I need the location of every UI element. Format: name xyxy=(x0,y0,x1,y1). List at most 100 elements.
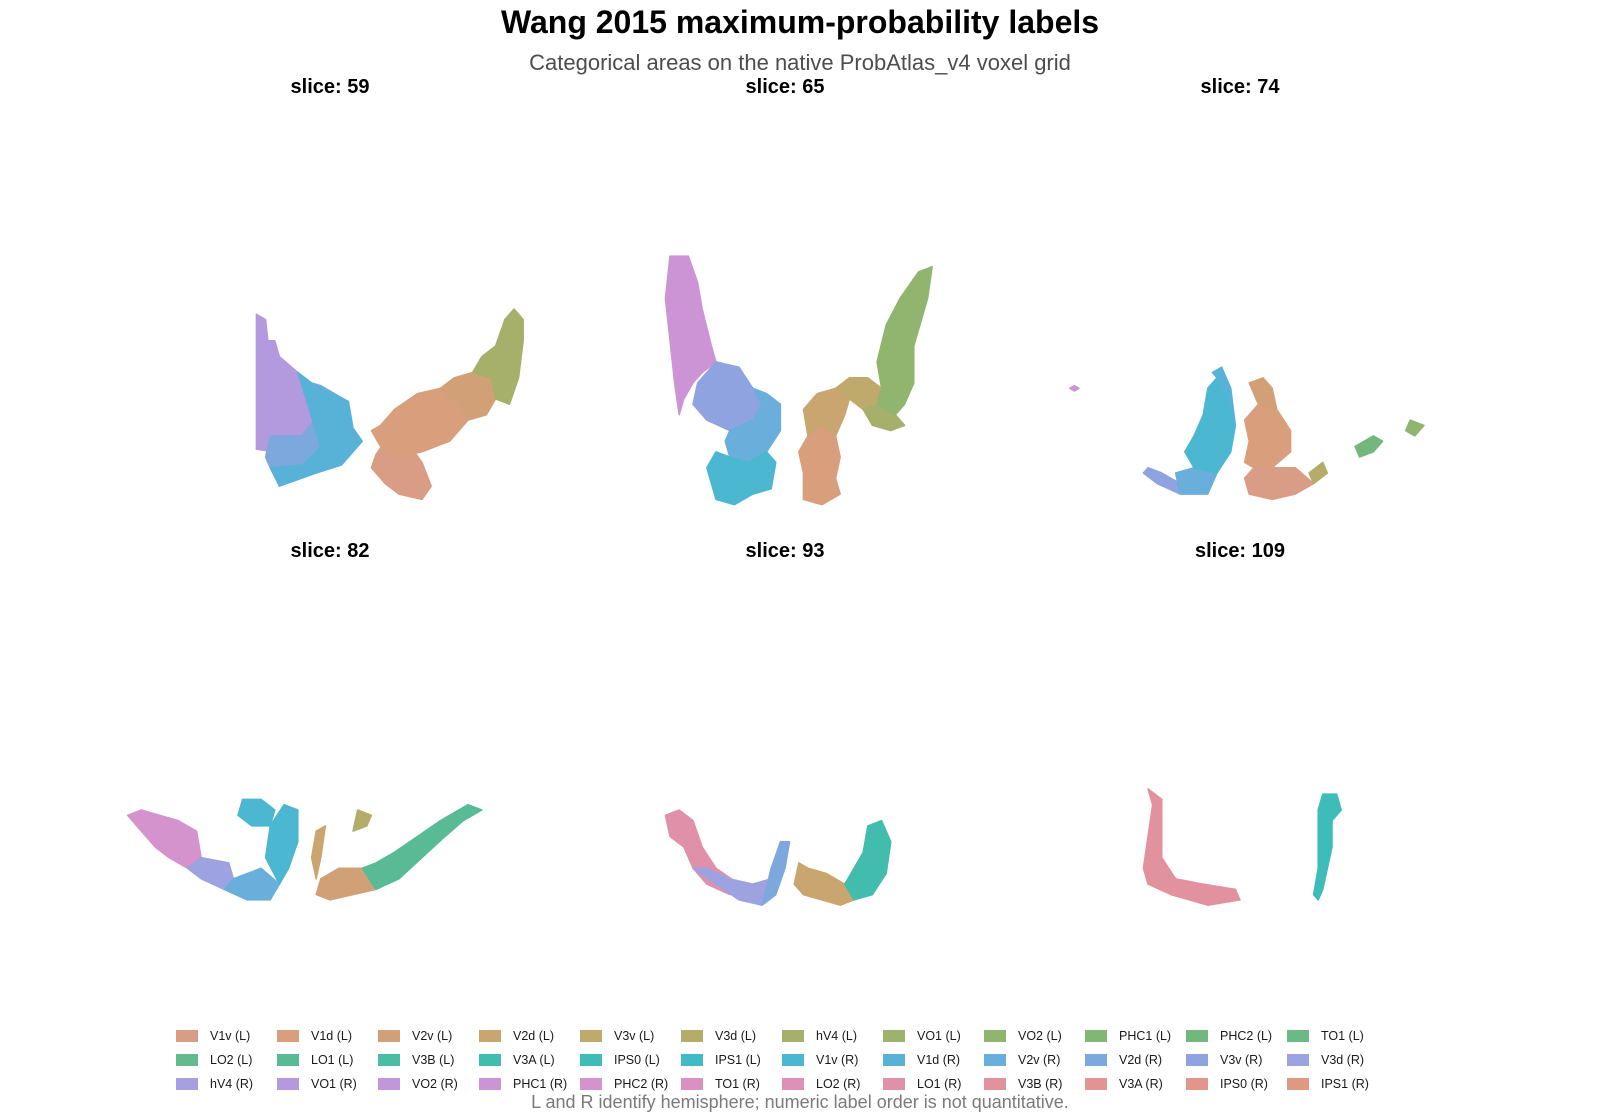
region-v2v-l xyxy=(1248,377,1278,411)
legend-item: V1d (L) xyxy=(277,1024,352,1048)
legend-key-swatch xyxy=(782,1078,804,1090)
legend-label: V1d (R) xyxy=(917,1053,961,1067)
legend-item: VO2 (R) xyxy=(378,1072,458,1096)
legend-label: V2v (R) xyxy=(1018,1053,1061,1067)
facet-panel: slice: 59 xyxy=(80,76,580,526)
region-v1v-r xyxy=(264,803,299,885)
facet-label: slice: 65 xyxy=(745,76,825,98)
legend-label: IPS1 (R) xyxy=(1321,1077,1369,1091)
region-lo1-l xyxy=(361,803,483,891)
legend-key-swatch xyxy=(1085,1054,1107,1066)
region-v3a-l xyxy=(844,819,892,901)
legend-key-swatch xyxy=(580,1078,602,1090)
legend-key-swatch xyxy=(681,1054,703,1066)
region-v3d-r xyxy=(186,856,235,891)
legend-item: V3A (L) xyxy=(479,1048,555,1072)
region-ips0-l xyxy=(1312,793,1342,901)
region-v3d-l xyxy=(352,809,373,832)
legend-item: PHC2 (R) xyxy=(580,1072,668,1096)
region-v1v-r xyxy=(237,798,276,827)
region-v2d-r xyxy=(761,841,791,906)
legend-item: PHC1 (L) xyxy=(1085,1024,1171,1048)
legend-label: V2d (L) xyxy=(513,1029,554,1043)
legend-item: V3v (L) xyxy=(580,1024,654,1048)
legend-item: VO1 (L) xyxy=(883,1024,961,1048)
legend-item: hV4 (L) xyxy=(782,1024,857,1048)
legend-key-swatch xyxy=(1287,1030,1309,1042)
legend-key-swatch xyxy=(984,1030,1006,1042)
slice-image xyxy=(255,308,524,501)
legend-label: VO1 (L) xyxy=(917,1029,961,1043)
legend-item: TO1 (R) xyxy=(681,1072,760,1096)
facet-panel: slice: 93 xyxy=(535,540,1035,990)
legend-key-swatch xyxy=(1186,1054,1208,1066)
region-phc1-r xyxy=(664,255,717,416)
legend-item: V3B (L) xyxy=(378,1048,454,1072)
legend-item: V2d (L) xyxy=(479,1024,554,1048)
legend-label: TO1 (R) xyxy=(715,1077,760,1091)
region-v3d-l xyxy=(1308,461,1329,485)
legend-item: V3v (R) xyxy=(1186,1048,1262,1072)
legend-item: IPS0 (L) xyxy=(580,1048,660,1072)
legend-label: LO2 (R) xyxy=(816,1077,861,1091)
legend-label: TO1 (L) xyxy=(1321,1029,1364,1043)
region-v1v-l xyxy=(1243,466,1315,501)
legend-key-swatch xyxy=(479,1078,501,1090)
facet-panel: slice: 74 xyxy=(990,76,1490,526)
region-vo2-l xyxy=(876,265,933,416)
facet-label: slice: 74 xyxy=(1200,76,1280,98)
legend-label: V1v (L) xyxy=(210,1029,251,1043)
region-v1d-l xyxy=(370,387,469,458)
legend-item: V1d (R) xyxy=(883,1048,960,1072)
legend-label: V3d (L) xyxy=(715,1029,756,1043)
legend-label: VO1 (R) xyxy=(311,1077,357,1091)
region-v1v-l xyxy=(370,435,432,501)
legend-label: IPS0 (L) xyxy=(614,1053,660,1067)
facet-label: slice: 82 xyxy=(290,540,370,562)
legend-label: PHC2 (R) xyxy=(614,1077,669,1091)
legend-key-swatch xyxy=(176,1030,198,1042)
legend-label: VO2 (L) xyxy=(1018,1029,1062,1043)
legend-key-swatch xyxy=(580,1030,602,1042)
legend-label: V1d (L) xyxy=(311,1029,352,1043)
legend: V1v (L) V1d (L) V2v (L) V2d (L) V3v (L) V3d (… xyxy=(176,1024,1436,1100)
chart-title: Wang 2015 maximum-probability labels xyxy=(500,4,1100,40)
legend-item: V3B (R) xyxy=(984,1072,1062,1096)
slice-image xyxy=(664,809,892,906)
legend-key-swatch xyxy=(479,1054,501,1066)
legend-key-swatch xyxy=(984,1054,1006,1066)
legend-item: V2v (L) xyxy=(378,1024,452,1048)
legend-key-swatch xyxy=(1287,1078,1309,1090)
legend-label: hV4 (R) xyxy=(210,1077,254,1091)
legend-label: V3v (R) xyxy=(1220,1053,1263,1067)
legend-item: PHC2 (L) xyxy=(1186,1024,1272,1048)
region-v3b-r xyxy=(1142,788,1241,906)
legend-label: V1v (R) xyxy=(816,1053,859,1067)
legend-key-swatch xyxy=(782,1030,804,1042)
legend-item: LO1 (R) xyxy=(883,1072,961,1096)
legend-key-swatch xyxy=(277,1030,299,1042)
legend-item: PHC1 (R) xyxy=(479,1072,567,1096)
facet-label: slice: 93 xyxy=(745,540,825,562)
legend-item: V1v (L) xyxy=(176,1024,250,1048)
legend-label: V2d (R) xyxy=(1119,1053,1163,1067)
slice-image xyxy=(126,798,483,901)
legend-item: V3A (R) xyxy=(1085,1072,1163,1096)
region-phc1-r xyxy=(1069,384,1080,392)
slice-image xyxy=(1069,366,1425,501)
facet-panel: slice: 82 xyxy=(80,540,580,990)
legend-item: LO2 (L) xyxy=(176,1048,252,1072)
legend-key-swatch xyxy=(681,1078,703,1090)
legend-key-swatch xyxy=(176,1054,198,1066)
legend-key-swatch xyxy=(378,1030,400,1042)
legend-label: V3B (R) xyxy=(1018,1077,1063,1091)
legend-item: IPS1 (R) xyxy=(1287,1072,1369,1096)
region-vo2-l xyxy=(1404,419,1425,437)
region-phc2-l xyxy=(1354,435,1384,458)
legend-label: IPS0 (R) xyxy=(1220,1077,1268,1091)
legend-label: PHC2 (L) xyxy=(1220,1029,1273,1043)
region-v1d-r xyxy=(1211,366,1237,427)
legend-label: LO1 (R) xyxy=(917,1077,962,1091)
legend-key-swatch xyxy=(378,1078,400,1090)
legend-label: PHC1 (R) xyxy=(513,1077,568,1091)
